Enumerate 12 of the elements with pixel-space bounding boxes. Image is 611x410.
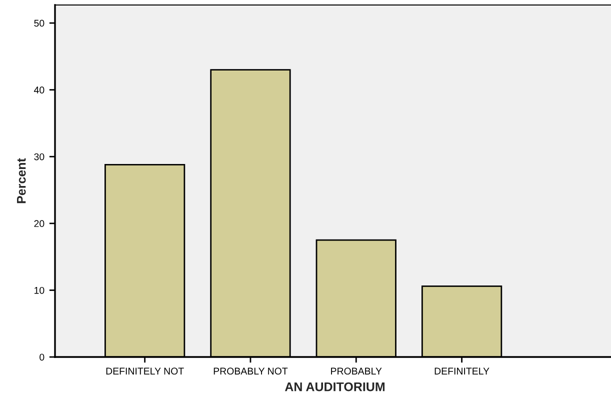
x-tick-label: PROBABLY NOT bbox=[214, 368, 288, 375]
y-tick-label: 50 bbox=[34, 20, 44, 27]
y-axis-title: Percent bbox=[17, 158, 26, 204]
y-tick-label: 20 bbox=[34, 220, 44, 228]
y-tick-label: 30 bbox=[34, 153, 44, 160]
x-tick-label: PROBABLY bbox=[331, 368, 382, 375]
y-tick-label: 0 bbox=[40, 354, 44, 361]
y-tick-label: 40 bbox=[34, 86, 44, 94]
x-tick-label: DEFINITELY NOT bbox=[106, 368, 184, 375]
y-tick-label: 10 bbox=[34, 286, 44, 294]
x-axis-title: AN AUDITORIUM bbox=[284, 382, 385, 392]
x-tick-label: DEFINITELY bbox=[434, 368, 490, 374]
